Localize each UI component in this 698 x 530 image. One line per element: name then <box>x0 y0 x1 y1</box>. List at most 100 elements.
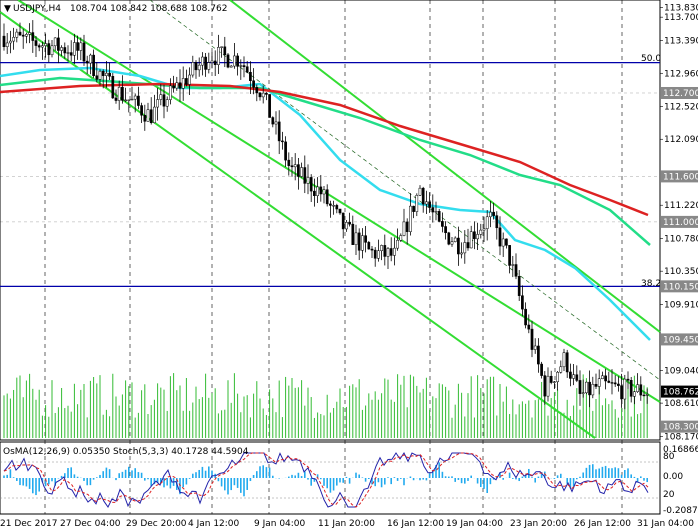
symbol-dropdown-icon[interactable]: ▼ <box>4 4 11 14</box>
candle-body <box>306 177 310 184</box>
candle-body <box>300 167 303 177</box>
time-label: 19 Jan 04:00 <box>446 519 503 529</box>
candle-body <box>194 62 198 71</box>
candle-body <box>501 238 505 247</box>
candle-body <box>162 94 166 107</box>
time-label: 11 Jan 20:00 <box>318 519 375 529</box>
candle-body <box>636 384 639 392</box>
candle-body <box>172 85 175 89</box>
candle-body <box>540 363 543 376</box>
candle-body <box>514 264 518 277</box>
candle-body <box>533 345 537 350</box>
candle-body <box>453 237 457 242</box>
candle-body <box>95 75 99 80</box>
time-label: 27 Dec 04:00 <box>60 519 121 529</box>
indicator-tick-label: 0.16866 <box>663 445 698 455</box>
candle-body <box>108 72 111 77</box>
candle-body <box>393 247 396 256</box>
candle-body <box>44 43 47 46</box>
candle-body <box>12 36 15 42</box>
candle-body <box>588 381 591 396</box>
candle-body <box>309 177 313 192</box>
fib-label-50: 50.0 <box>641 54 661 64</box>
candle-body <box>613 382 617 385</box>
candle-body <box>178 82 182 89</box>
candle-body <box>287 159 291 166</box>
candle-body <box>322 189 326 195</box>
price-tag <box>661 215 698 228</box>
candle-body <box>447 232 451 245</box>
candle-body <box>556 371 559 383</box>
candle-body <box>591 384 595 396</box>
main-price-pane[interactable] <box>0 0 661 441</box>
price-tick-label: 111.220 <box>664 201 698 211</box>
candle-body <box>169 85 172 100</box>
candle-body <box>25 34 28 37</box>
candle-body <box>457 237 460 255</box>
candle-body <box>508 245 511 266</box>
candle-body <box>213 60 217 66</box>
candle-body <box>140 105 143 116</box>
candle-body <box>476 234 479 240</box>
candle-body <box>463 242 467 254</box>
candle-body <box>290 165 294 168</box>
candle-body <box>274 121 278 125</box>
candle-body <box>114 97 118 101</box>
candle-body <box>242 65 246 67</box>
time-axis[interactable]: 21 Dec 2017 27 Dec 04:00 29 Dec 20:00 4 Jan… <box>0 519 694 529</box>
candle-body <box>383 245 387 257</box>
candle-body <box>581 392 585 394</box>
indicator-tick-label: -0.20878 <box>663 506 698 516</box>
candle-body <box>639 384 643 396</box>
candle-body <box>316 186 319 196</box>
candle-body <box>281 140 284 143</box>
candle-body <box>175 82 179 89</box>
candle-body <box>197 64 201 71</box>
candle-body <box>617 383 620 386</box>
candle-body <box>335 205 339 210</box>
candle-body <box>415 194 419 212</box>
candle-body <box>348 222 351 225</box>
price-tick-label: 109.910 <box>664 301 698 311</box>
candle-body <box>293 164 297 168</box>
candle-body <box>361 235 364 251</box>
candle-body <box>604 375 607 382</box>
candle-body <box>428 201 431 208</box>
candle-body <box>191 62 195 76</box>
candle-body <box>149 109 153 123</box>
candle-body <box>53 37 57 47</box>
indicator-tick-label: 0.00 <box>663 472 683 482</box>
candle-body <box>441 221 444 227</box>
candle-body <box>153 106 156 123</box>
candle-body <box>466 242 470 249</box>
candle-body <box>66 52 70 54</box>
candle-body <box>495 215 499 229</box>
price-tag-label: 109.450 <box>663 335 698 345</box>
candle-body <box>255 87 259 94</box>
candle-body <box>271 117 275 125</box>
candle-body <box>543 375 547 397</box>
indicator-tick-label: 80 <box>663 452 675 462</box>
candle-body <box>425 201 428 205</box>
price-tag <box>661 385 698 398</box>
candle-body <box>207 62 211 70</box>
horizontal-levels <box>0 62 660 287</box>
time-label: 23 Jan 20:00 <box>510 519 567 529</box>
candle-body <box>437 211 441 222</box>
candle-body <box>626 378 630 381</box>
candle-body <box>396 240 399 249</box>
candle-body <box>354 232 358 245</box>
candle-body <box>165 99 169 107</box>
candle-body <box>223 46 227 56</box>
candle-body <box>181 78 185 89</box>
ma-mid-line <box>0 76 651 246</box>
candle-body <box>559 366 563 373</box>
candle-body <box>98 70 102 80</box>
candle-body <box>546 375 550 397</box>
ma-slow-line <box>0 82 649 217</box>
candle-body <box>63 47 67 54</box>
candle-body <box>204 56 207 70</box>
candle-body <box>76 42 79 51</box>
